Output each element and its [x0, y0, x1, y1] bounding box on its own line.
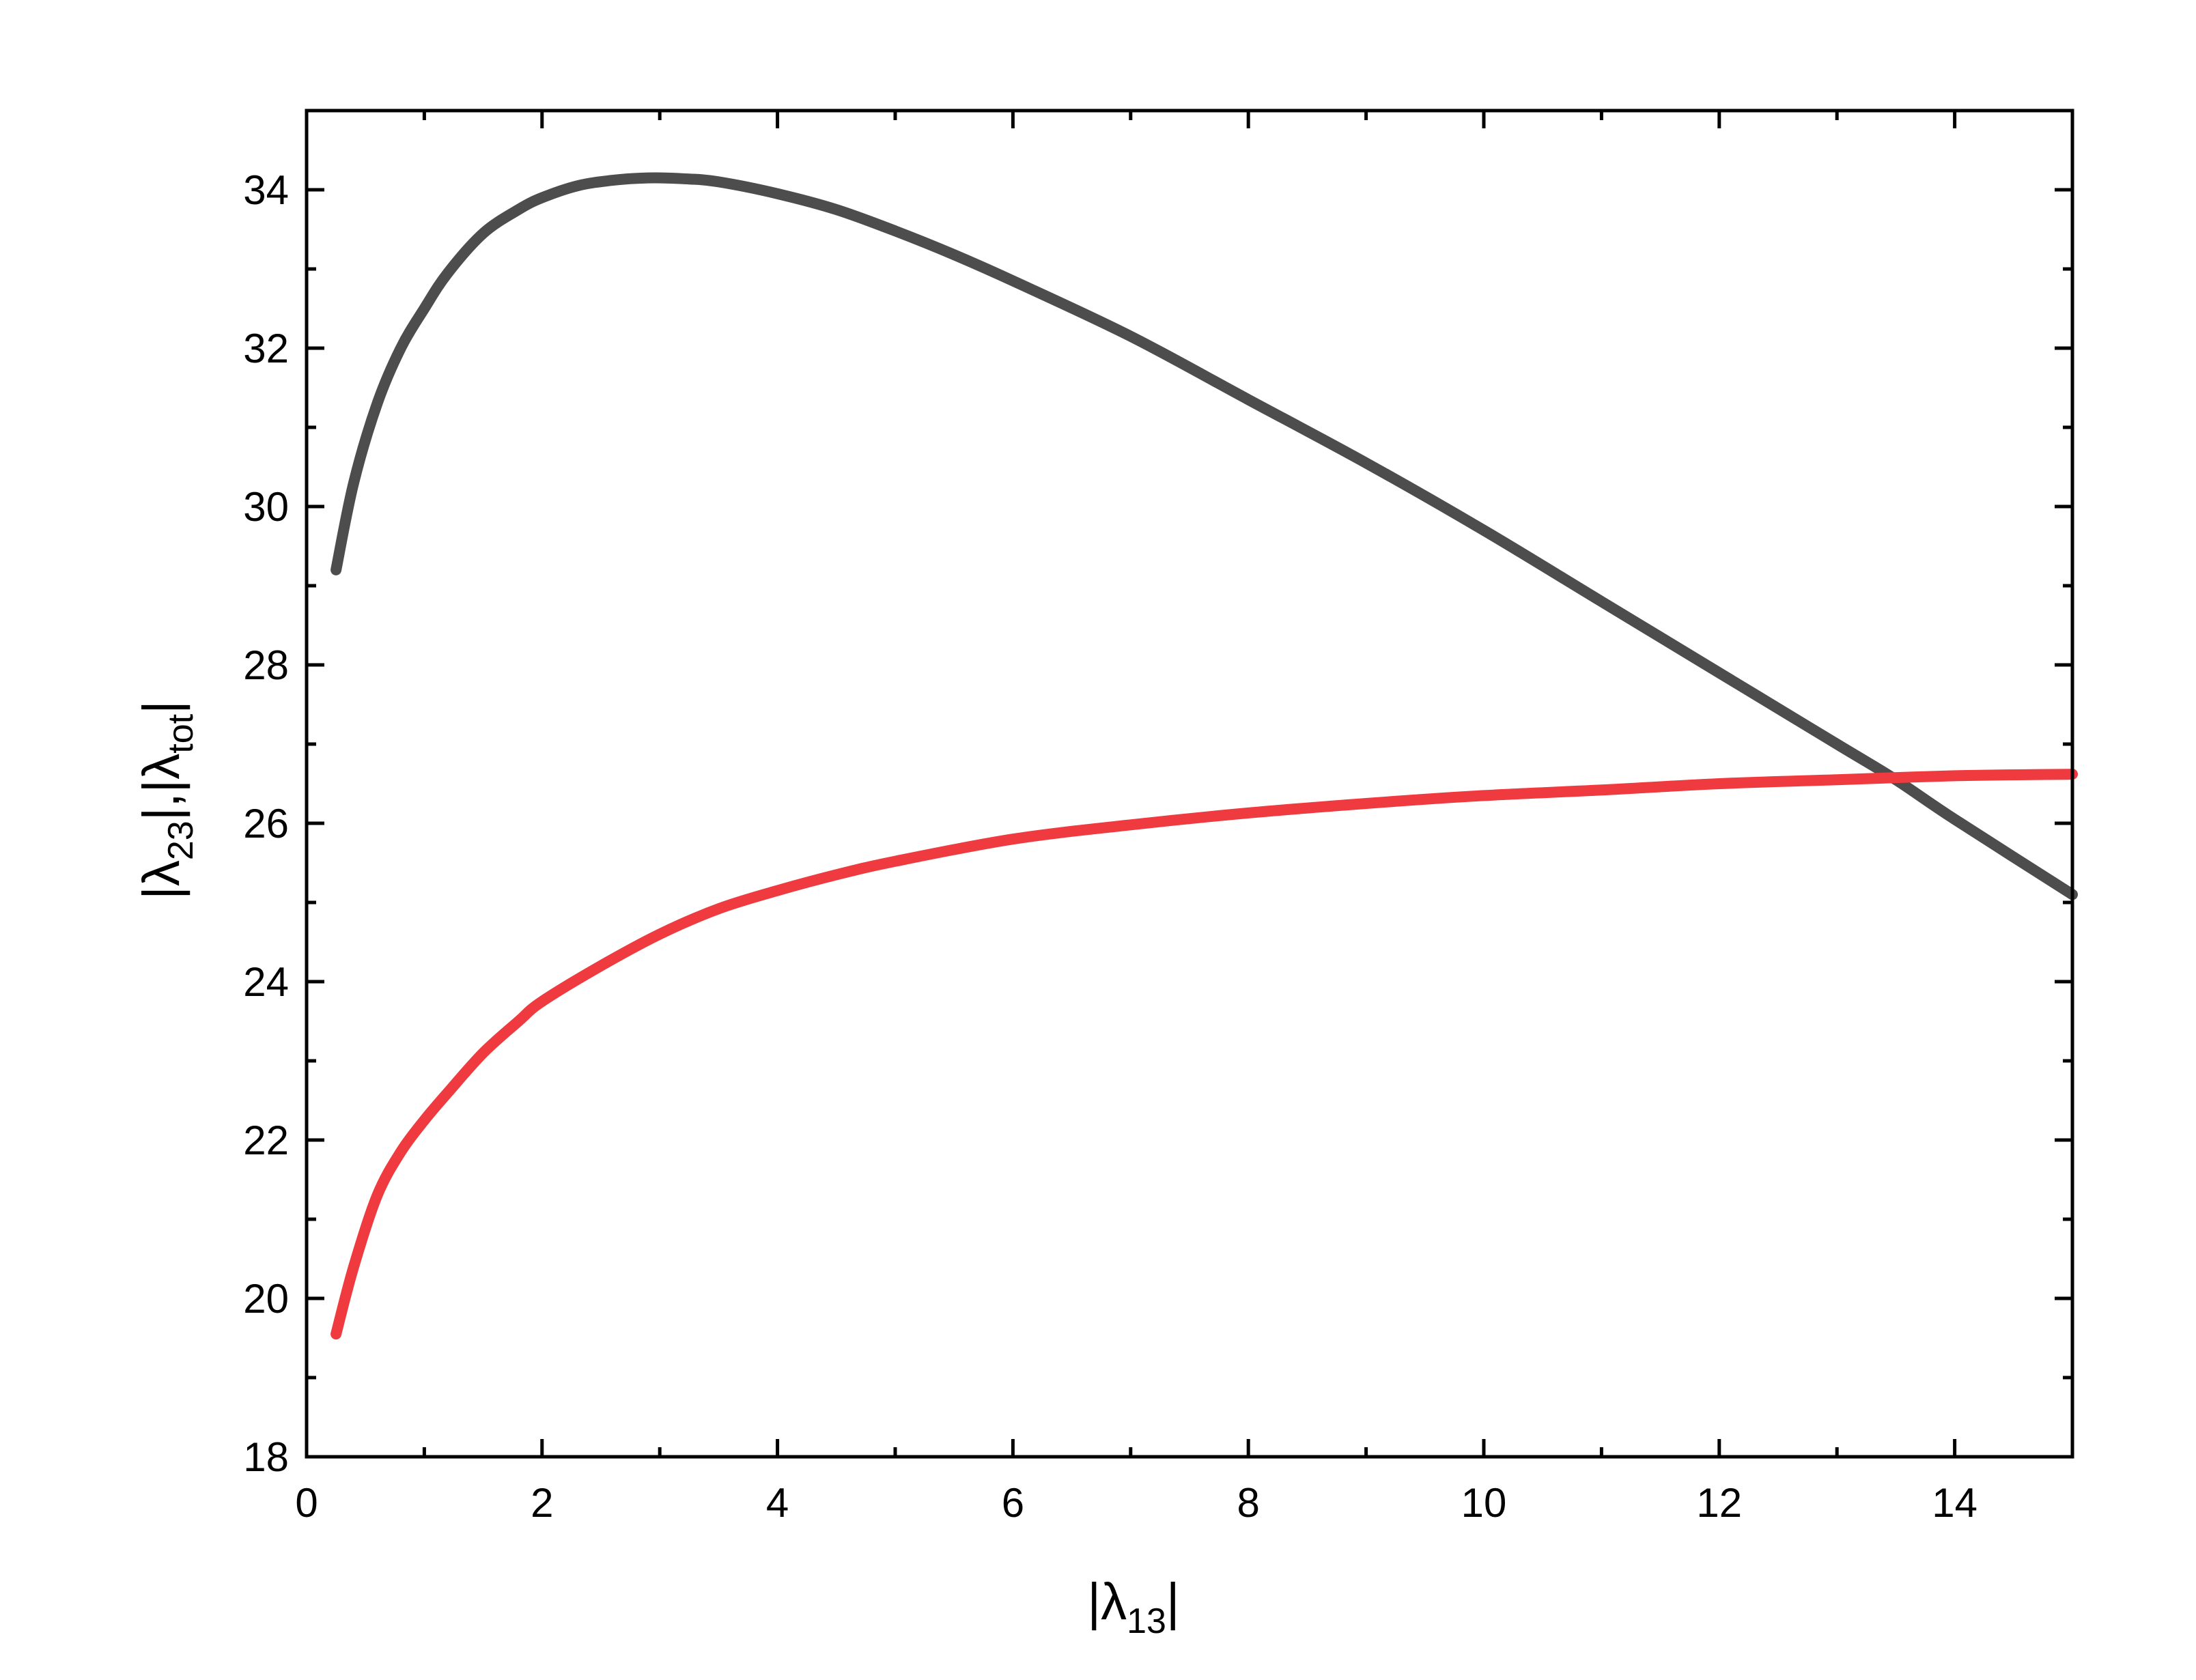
x-axis-title-pre: |λ	[1087, 1573, 1127, 1631]
y-tick-label: 24	[243, 959, 289, 1005]
plot-frame	[305, 109, 2074, 1459]
x-tick-label: 0	[295, 1480, 318, 1526]
y-tick-label: 20	[243, 1276, 289, 1322]
x-tick-label: 6	[1002, 1480, 1024, 1526]
x-tick-label: 8	[1237, 1480, 1260, 1526]
y-tick-label: 30	[243, 484, 289, 530]
x-tick-label: 12	[1696, 1480, 1742, 1526]
y-tick-label: 26	[243, 801, 289, 846]
y-tick-label: 22	[243, 1117, 289, 1163]
y-tick-label: 18	[243, 1434, 289, 1480]
x-tick-label: 4	[766, 1480, 789, 1526]
x-axis-title: |λ13|	[1087, 1573, 1179, 1641]
y-axis-title: |λ23|,|λtot|	[132, 700, 201, 900]
series-line-1	[330, 172, 2078, 900]
x-tick-label: 14	[1932, 1480, 1977, 1526]
y-axis-title-part1-sub: 23	[161, 821, 201, 860]
series-lines	[330, 172, 2078, 1340]
y-axis-title-part2-post: |	[132, 700, 191, 714]
series-line-2	[330, 769, 2078, 1340]
x-axis-title-post: |	[1166, 1573, 1180, 1631]
y-axis-title-part1-pre: |λ	[132, 860, 191, 900]
x-axis-title-sub: 13	[1127, 1601, 1166, 1641]
y-axis-title-part2-sub: tot	[161, 713, 201, 753]
x-tick-label: 10	[1461, 1480, 1507, 1526]
y-tick-label: 34	[243, 167, 289, 213]
y-axis-title-sep: |,|λ	[132, 754, 191, 821]
x-tick-label: 2	[531, 1480, 553, 1526]
y-tick-label: 32	[243, 326, 289, 371]
y-tick-label: 28	[243, 642, 289, 688]
